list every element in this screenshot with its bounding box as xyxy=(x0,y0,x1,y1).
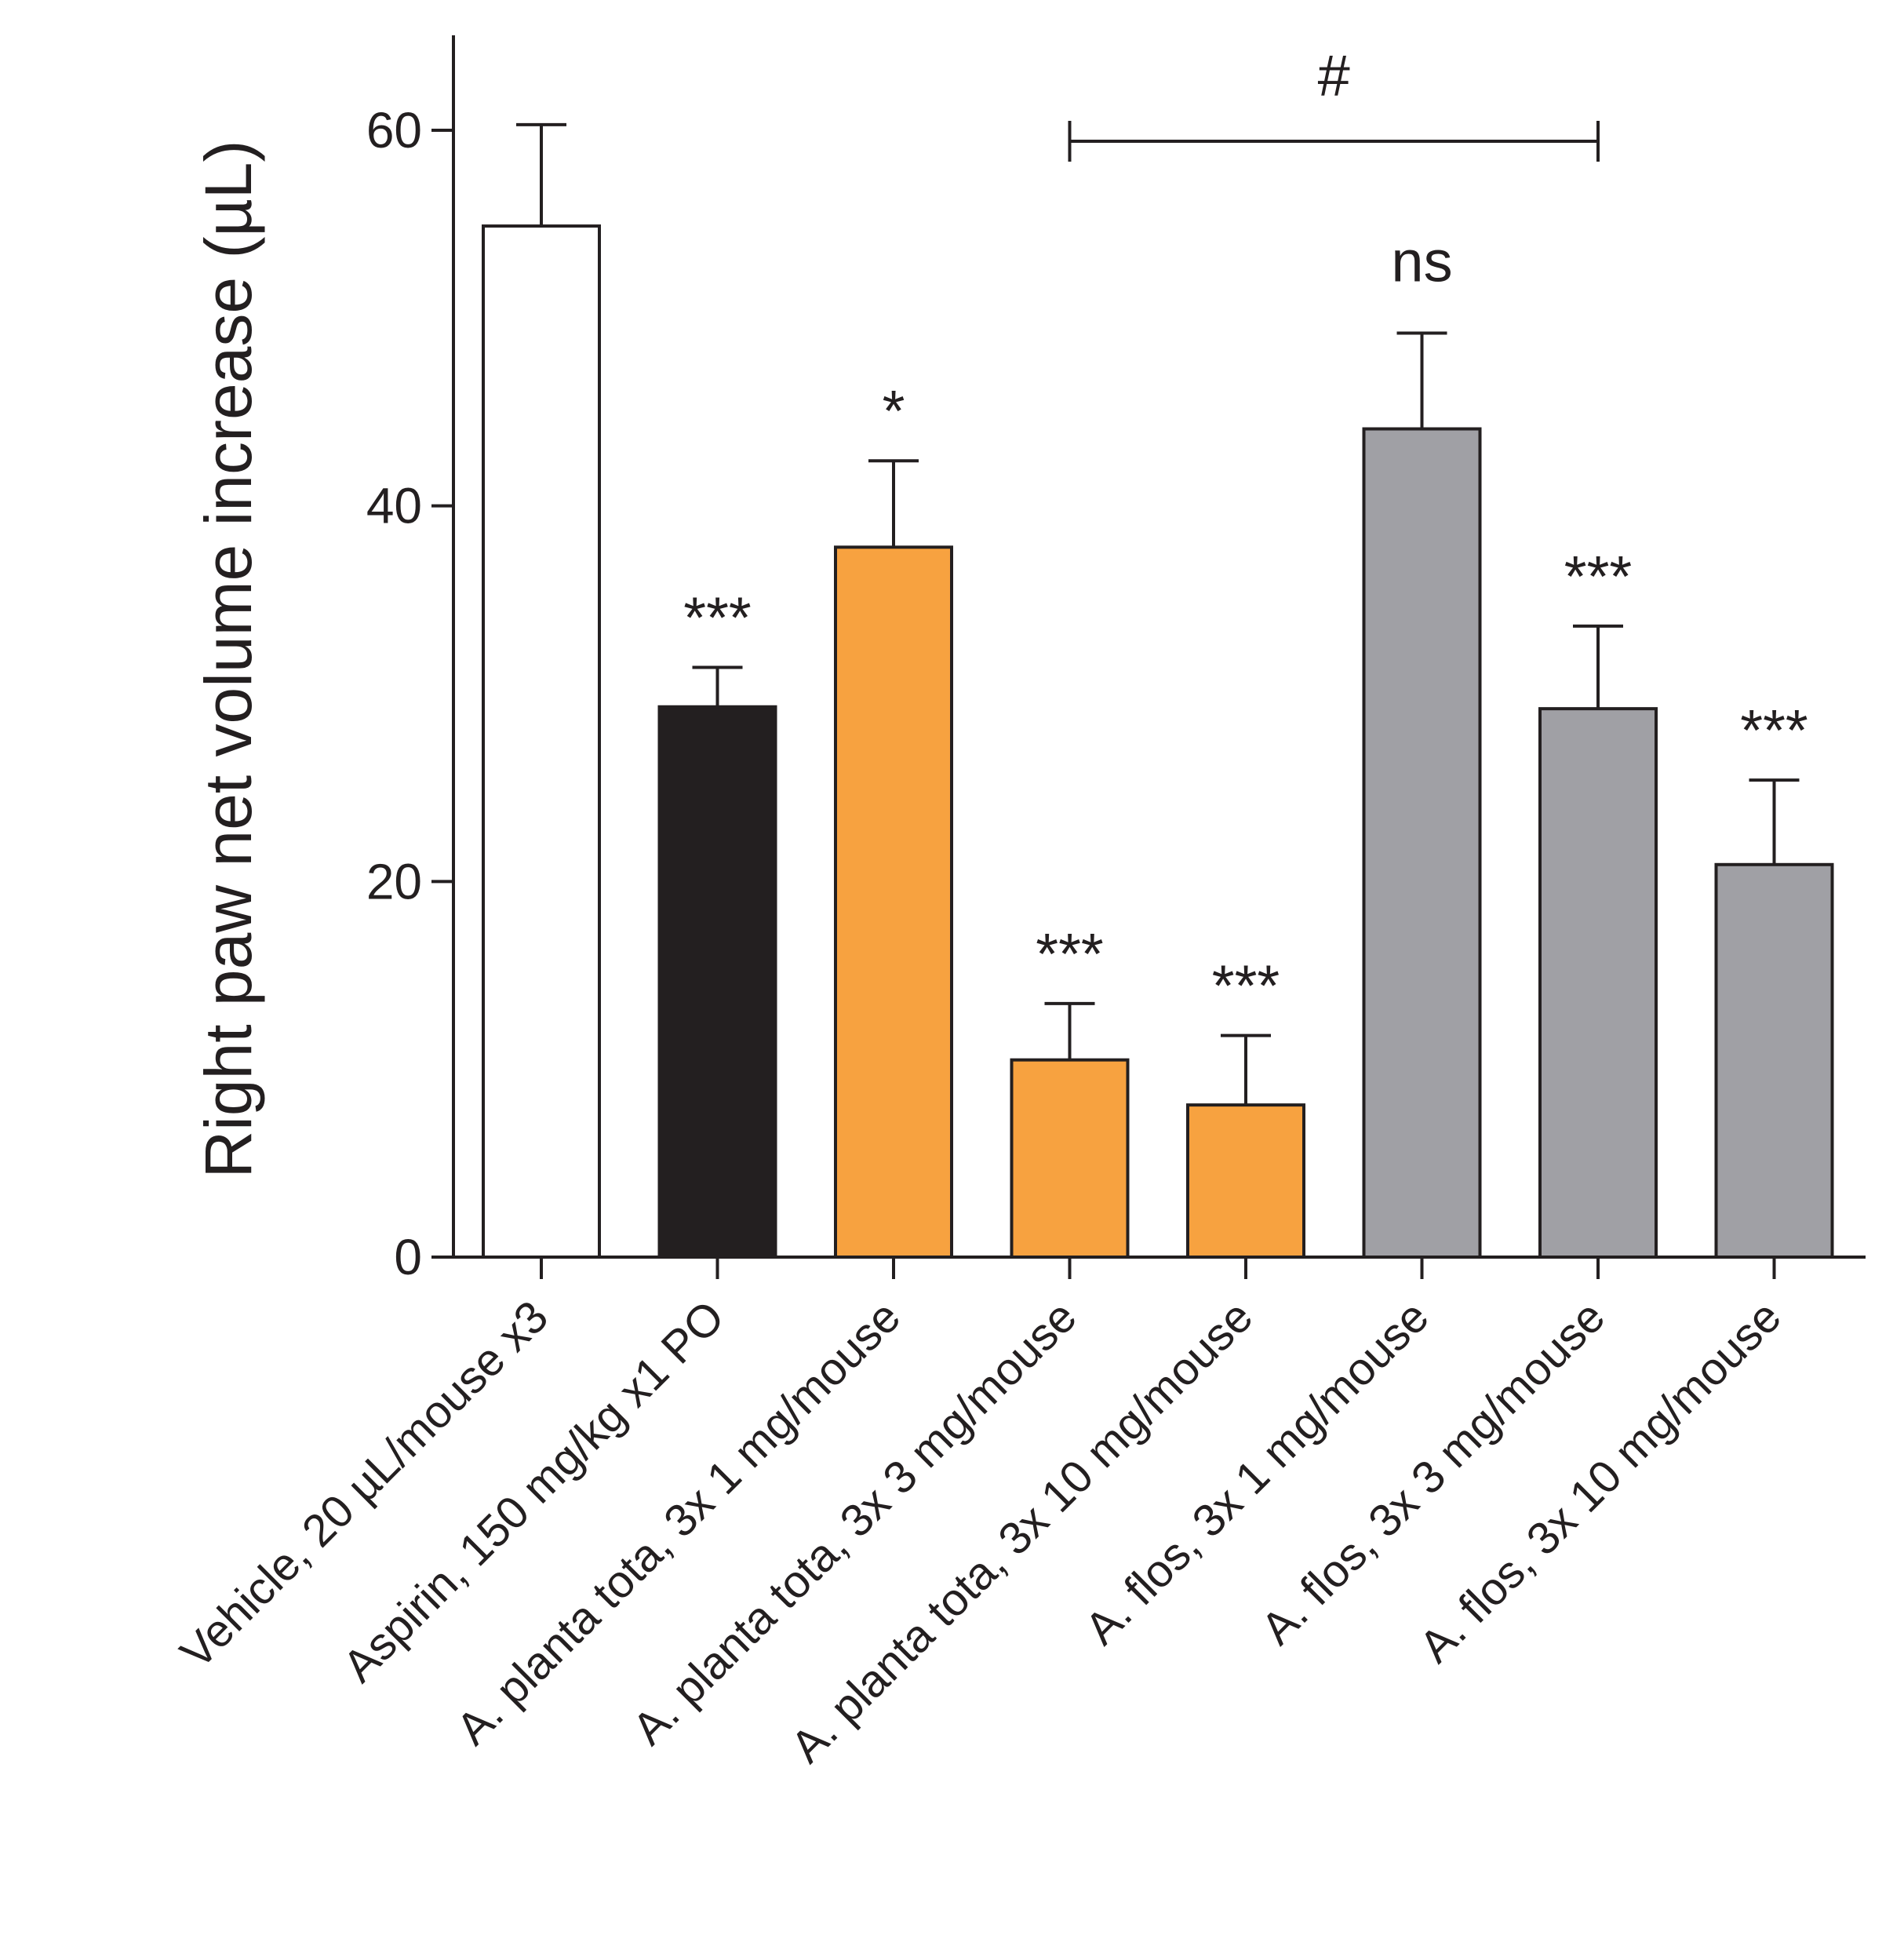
bar xyxy=(1362,427,1482,1259)
y-tick-label: 40 xyxy=(366,478,422,534)
y-tick-label: 20 xyxy=(366,853,422,909)
bar xyxy=(482,224,601,1259)
bar xyxy=(1186,1103,1305,1259)
bar xyxy=(657,705,777,1259)
significance-label: *** xyxy=(1036,921,1103,986)
bar xyxy=(1714,862,1834,1259)
y-tick-label: 0 xyxy=(394,1229,422,1285)
bar xyxy=(1538,707,1658,1259)
significance-label: *** xyxy=(1564,544,1632,609)
x-tick-label: Vehicle, 20 µL/mouse x3 xyxy=(171,1291,559,1678)
bar xyxy=(834,545,953,1259)
significance-label: *** xyxy=(683,585,751,650)
x-tick-label: A. flos, 3x 1 mg/mouse xyxy=(1076,1291,1439,1654)
significance-label: * xyxy=(883,378,905,443)
comparison-label: # xyxy=(1318,43,1350,108)
bar xyxy=(1010,1058,1130,1259)
significance-label: *** xyxy=(1212,953,1280,1019)
x-tick-label: A. flos, 3x 10 mg/mouse xyxy=(1410,1291,1791,1672)
significance-label: ns xyxy=(1391,228,1452,293)
x-tick-label: A. flos, 3x 3 mg/mouse xyxy=(1251,1291,1615,1654)
significance-label: *** xyxy=(1740,698,1808,763)
y-axis-title: Right paw net volume increase (µL) xyxy=(191,140,265,1179)
y-tick-label: 60 xyxy=(366,102,422,159)
